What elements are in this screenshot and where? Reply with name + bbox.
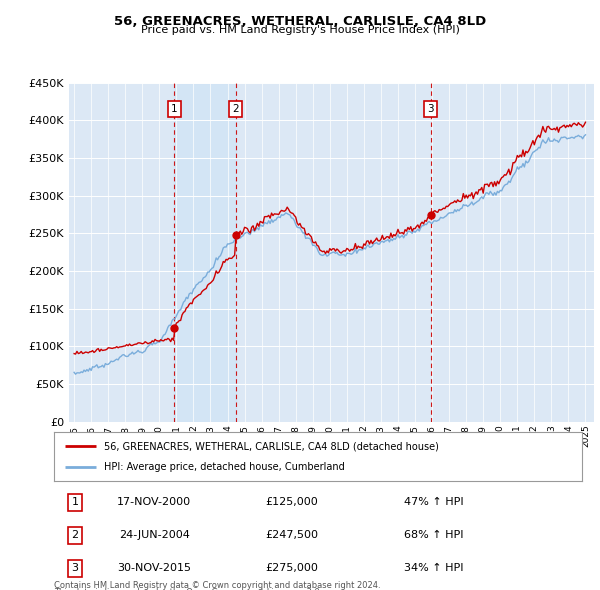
Text: 1: 1 (171, 104, 178, 114)
Text: 24-JUN-2004: 24-JUN-2004 (119, 530, 190, 540)
Bar (236, 83, 431, 422)
Text: £275,000: £275,000 (265, 563, 318, 573)
Bar (175, 83, 236, 422)
Text: 2: 2 (232, 104, 239, 114)
Text: 3: 3 (71, 563, 79, 573)
Text: This data is licensed under the Open Government Licence v3.0.: This data is licensed under the Open Gov… (54, 588, 322, 590)
Text: 47% ↑ HPI: 47% ↑ HPI (404, 497, 464, 507)
Text: 2: 2 (71, 530, 79, 540)
Text: 3: 3 (427, 104, 434, 114)
Text: 68% ↑ HPI: 68% ↑ HPI (404, 530, 464, 540)
Text: Price paid vs. HM Land Registry's House Price Index (HPI): Price paid vs. HM Land Registry's House … (140, 25, 460, 35)
Text: £247,500: £247,500 (265, 530, 318, 540)
Text: 17-NOV-2000: 17-NOV-2000 (117, 497, 191, 507)
Text: 30-NOV-2015: 30-NOV-2015 (118, 563, 191, 573)
Text: 34% ↑ HPI: 34% ↑ HPI (404, 563, 464, 573)
Text: 56, GREENACRES, WETHERAL, CARLISLE, CA4 8LD (detached house): 56, GREENACRES, WETHERAL, CARLISLE, CA4 … (104, 441, 439, 451)
Text: Contains HM Land Registry data © Crown copyright and database right 2024.: Contains HM Land Registry data © Crown c… (54, 581, 380, 590)
Text: 1: 1 (71, 497, 79, 507)
Text: 56, GREENACRES, WETHERAL, CARLISLE, CA4 8LD: 56, GREENACRES, WETHERAL, CARLISLE, CA4 … (114, 15, 486, 28)
Text: HPI: Average price, detached house, Cumberland: HPI: Average price, detached house, Cumb… (104, 463, 345, 473)
Text: £125,000: £125,000 (265, 497, 318, 507)
